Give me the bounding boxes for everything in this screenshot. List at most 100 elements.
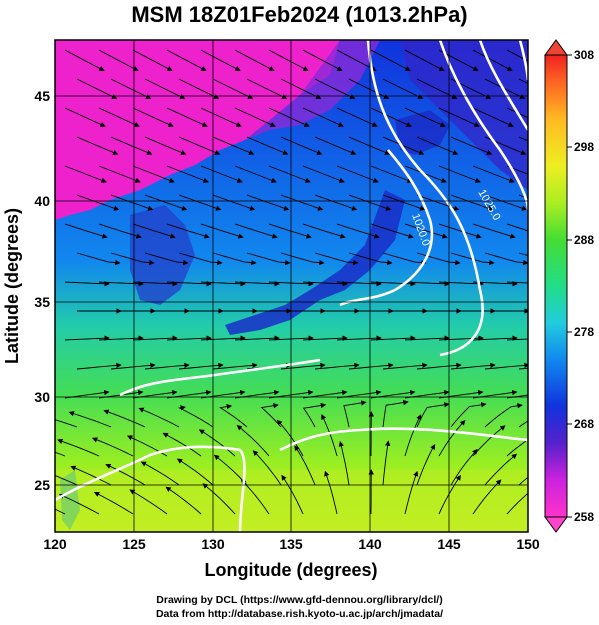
streamline [202, 483, 236, 515]
streamline [506, 49, 528, 62]
streamline [132, 281, 178, 287]
streamline [280, 78, 322, 99]
streamline [518, 367, 528, 370]
streamline [404, 49, 445, 71]
streamline [234, 49, 275, 71]
streamline [234, 281, 280, 287]
streamline [64, 165, 107, 183]
streamline [506, 281, 528, 284]
streamline [234, 165, 277, 183]
y-tick-label: 30 [34, 389, 50, 405]
streamline [404, 414, 422, 457]
isobar-line [279, 427, 528, 452]
streamline [314, 194, 358, 211]
streamline [280, 136, 323, 155]
streamline [336, 335, 382, 341]
streamline [484, 194, 528, 211]
streamline [348, 362, 394, 370]
colorbar-tick-label: 278 [574, 325, 594, 339]
streamline [55, 451, 66, 457]
streamline [302, 223, 346, 239]
footer-credit-drawing: Drawing by DCL (https://www.gfd-dennou.o… [156, 594, 443, 606]
streamline [91, 437, 134, 457]
streamline [132, 107, 174, 127]
streamline [55, 508, 66, 515]
streamline [404, 281, 450, 287]
streamline [404, 107, 446, 127]
streamline [314, 252, 359, 266]
streamline [314, 136, 357, 155]
streamline [382, 78, 424, 99]
map-plot-area: 1020.0 1025.0 [55, 40, 528, 532]
streamline [518, 252, 528, 257]
streamline [348, 78, 390, 99]
streamline [58, 493, 100, 515]
streamline [144, 136, 187, 155]
streamline [338, 441, 350, 486]
streamline [76, 136, 119, 155]
streamline [450, 136, 493, 155]
hokkaido [395, 110, 450, 155]
streamline [302, 281, 348, 287]
streamline [416, 444, 436, 486]
streamline [200, 107, 242, 127]
x-axis-label: Longitude (degrees) [204, 560, 377, 580]
streamline [370, 165, 413, 183]
streamline [219, 403, 248, 428]
streamline [438, 107, 480, 127]
streamline [105, 463, 146, 486]
streamline [336, 281, 382, 287]
streamline [438, 165, 481, 183]
streamline [416, 362, 462, 370]
streamline [472, 49, 513, 71]
streamline [132, 335, 178, 341]
streamline [438, 223, 482, 239]
streamline [314, 78, 356, 99]
streamline [76, 252, 121, 266]
streamline [57, 438, 100, 457]
streamline [268, 165, 311, 183]
streamline [370, 107, 412, 127]
streamline [438, 281, 484, 287]
streamline [144, 194, 188, 211]
streamline [324, 470, 338, 515]
streamline [166, 165, 209, 183]
streamline [144, 362, 190, 370]
streamline [64, 49, 105, 71]
colorbar-scale [544, 54, 568, 518]
streamline [178, 405, 214, 428]
streamline [506, 107, 528, 119]
streamline [98, 165, 141, 183]
streamline [68, 411, 112, 428]
streamline [166, 335, 212, 341]
streamline [268, 223, 312, 239]
streamline [64, 335, 110, 341]
streamline [234, 335, 280, 341]
streamline [178, 362, 224, 370]
streamline [246, 78, 288, 99]
cold-air-region [55, 40, 340, 220]
streamline [132, 165, 175, 183]
footer-credit-data: Data from http://database.rish.kyoto-u.a… [155, 608, 444, 620]
streamline [518, 78, 528, 85]
streamline [212, 252, 257, 266]
streamline [93, 491, 134, 515]
y-axis-label: Latitude (degrees) [2, 208, 22, 364]
warm-air-band [55, 470, 528, 532]
streamline [472, 223, 516, 239]
streamline [234, 107, 276, 127]
streamline [370, 49, 411, 71]
x-tick-label: 150 [516, 536, 540, 552]
streamline [268, 107, 310, 127]
streamline [110, 194, 154, 211]
streamline [472, 107, 514, 127]
colorbar-tick-label: 288 [574, 233, 594, 247]
streamline [484, 453, 518, 486]
streamline [302, 165, 345, 183]
isobar-line [55, 445, 246, 532]
streamline [166, 281, 212, 287]
streamline [518, 476, 528, 486]
streamline [314, 362, 360, 370]
y-tick-label: 35 [34, 294, 50, 310]
colorbar-tick-label: 308 [574, 48, 594, 62]
